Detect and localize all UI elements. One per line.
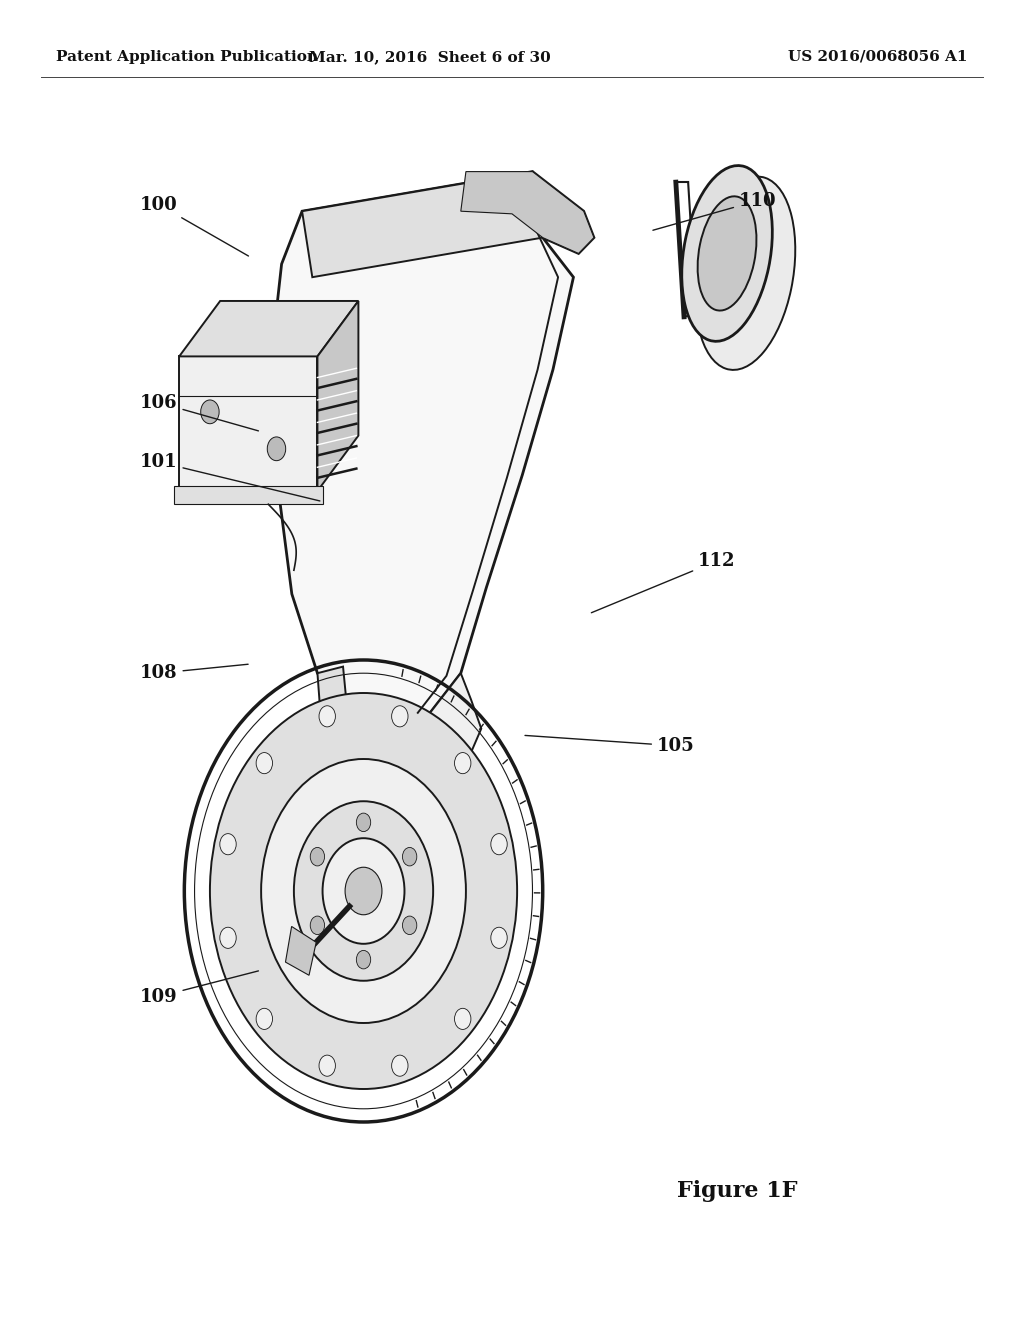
Circle shape <box>267 437 286 461</box>
Text: 112: 112 <box>592 552 735 612</box>
Circle shape <box>490 927 507 948</box>
Text: 101: 101 <box>140 453 319 502</box>
Circle shape <box>220 834 237 855</box>
Circle shape <box>345 867 382 915</box>
Text: 110: 110 <box>653 191 776 230</box>
Text: 109: 109 <box>140 972 258 1006</box>
Polygon shape <box>323 673 481 795</box>
Polygon shape <box>317 667 348 742</box>
Circle shape <box>201 400 219 424</box>
Circle shape <box>323 838 404 944</box>
Circle shape <box>455 1008 471 1030</box>
Text: 100: 100 <box>140 195 249 256</box>
Ellipse shape <box>695 177 796 370</box>
Circle shape <box>402 847 417 866</box>
Circle shape <box>402 916 417 935</box>
Polygon shape <box>174 486 323 504</box>
Ellipse shape <box>697 197 757 310</box>
Polygon shape <box>179 301 358 356</box>
Text: Figure 1F: Figure 1F <box>677 1180 798 1201</box>
Text: Mar. 10, 2016  Sheet 6 of 30: Mar. 10, 2016 Sheet 6 of 30 <box>309 50 551 63</box>
Circle shape <box>310 916 325 935</box>
Circle shape <box>256 1008 272 1030</box>
Circle shape <box>391 1055 408 1076</box>
Circle shape <box>210 693 517 1089</box>
Circle shape <box>220 927 237 948</box>
Circle shape <box>319 706 336 727</box>
Circle shape <box>294 801 433 981</box>
Circle shape <box>356 950 371 969</box>
Circle shape <box>256 752 272 774</box>
Polygon shape <box>271 172 594 729</box>
Polygon shape <box>179 356 317 491</box>
Polygon shape <box>286 927 316 975</box>
Text: 106: 106 <box>140 393 258 430</box>
Circle shape <box>391 706 408 727</box>
Circle shape <box>319 1055 336 1076</box>
Circle shape <box>310 847 325 866</box>
Circle shape <box>356 813 371 832</box>
Text: US 2016/0068056 A1: US 2016/0068056 A1 <box>788 50 968 63</box>
Polygon shape <box>461 172 594 253</box>
Text: Patent Application Publication: Patent Application Publication <box>56 50 318 63</box>
Text: 108: 108 <box>140 664 248 682</box>
Polygon shape <box>317 301 358 491</box>
Circle shape <box>261 759 466 1023</box>
Text: 105: 105 <box>525 735 694 755</box>
Ellipse shape <box>682 165 772 342</box>
Circle shape <box>490 834 507 855</box>
Circle shape <box>455 752 471 774</box>
Polygon shape <box>302 172 543 277</box>
